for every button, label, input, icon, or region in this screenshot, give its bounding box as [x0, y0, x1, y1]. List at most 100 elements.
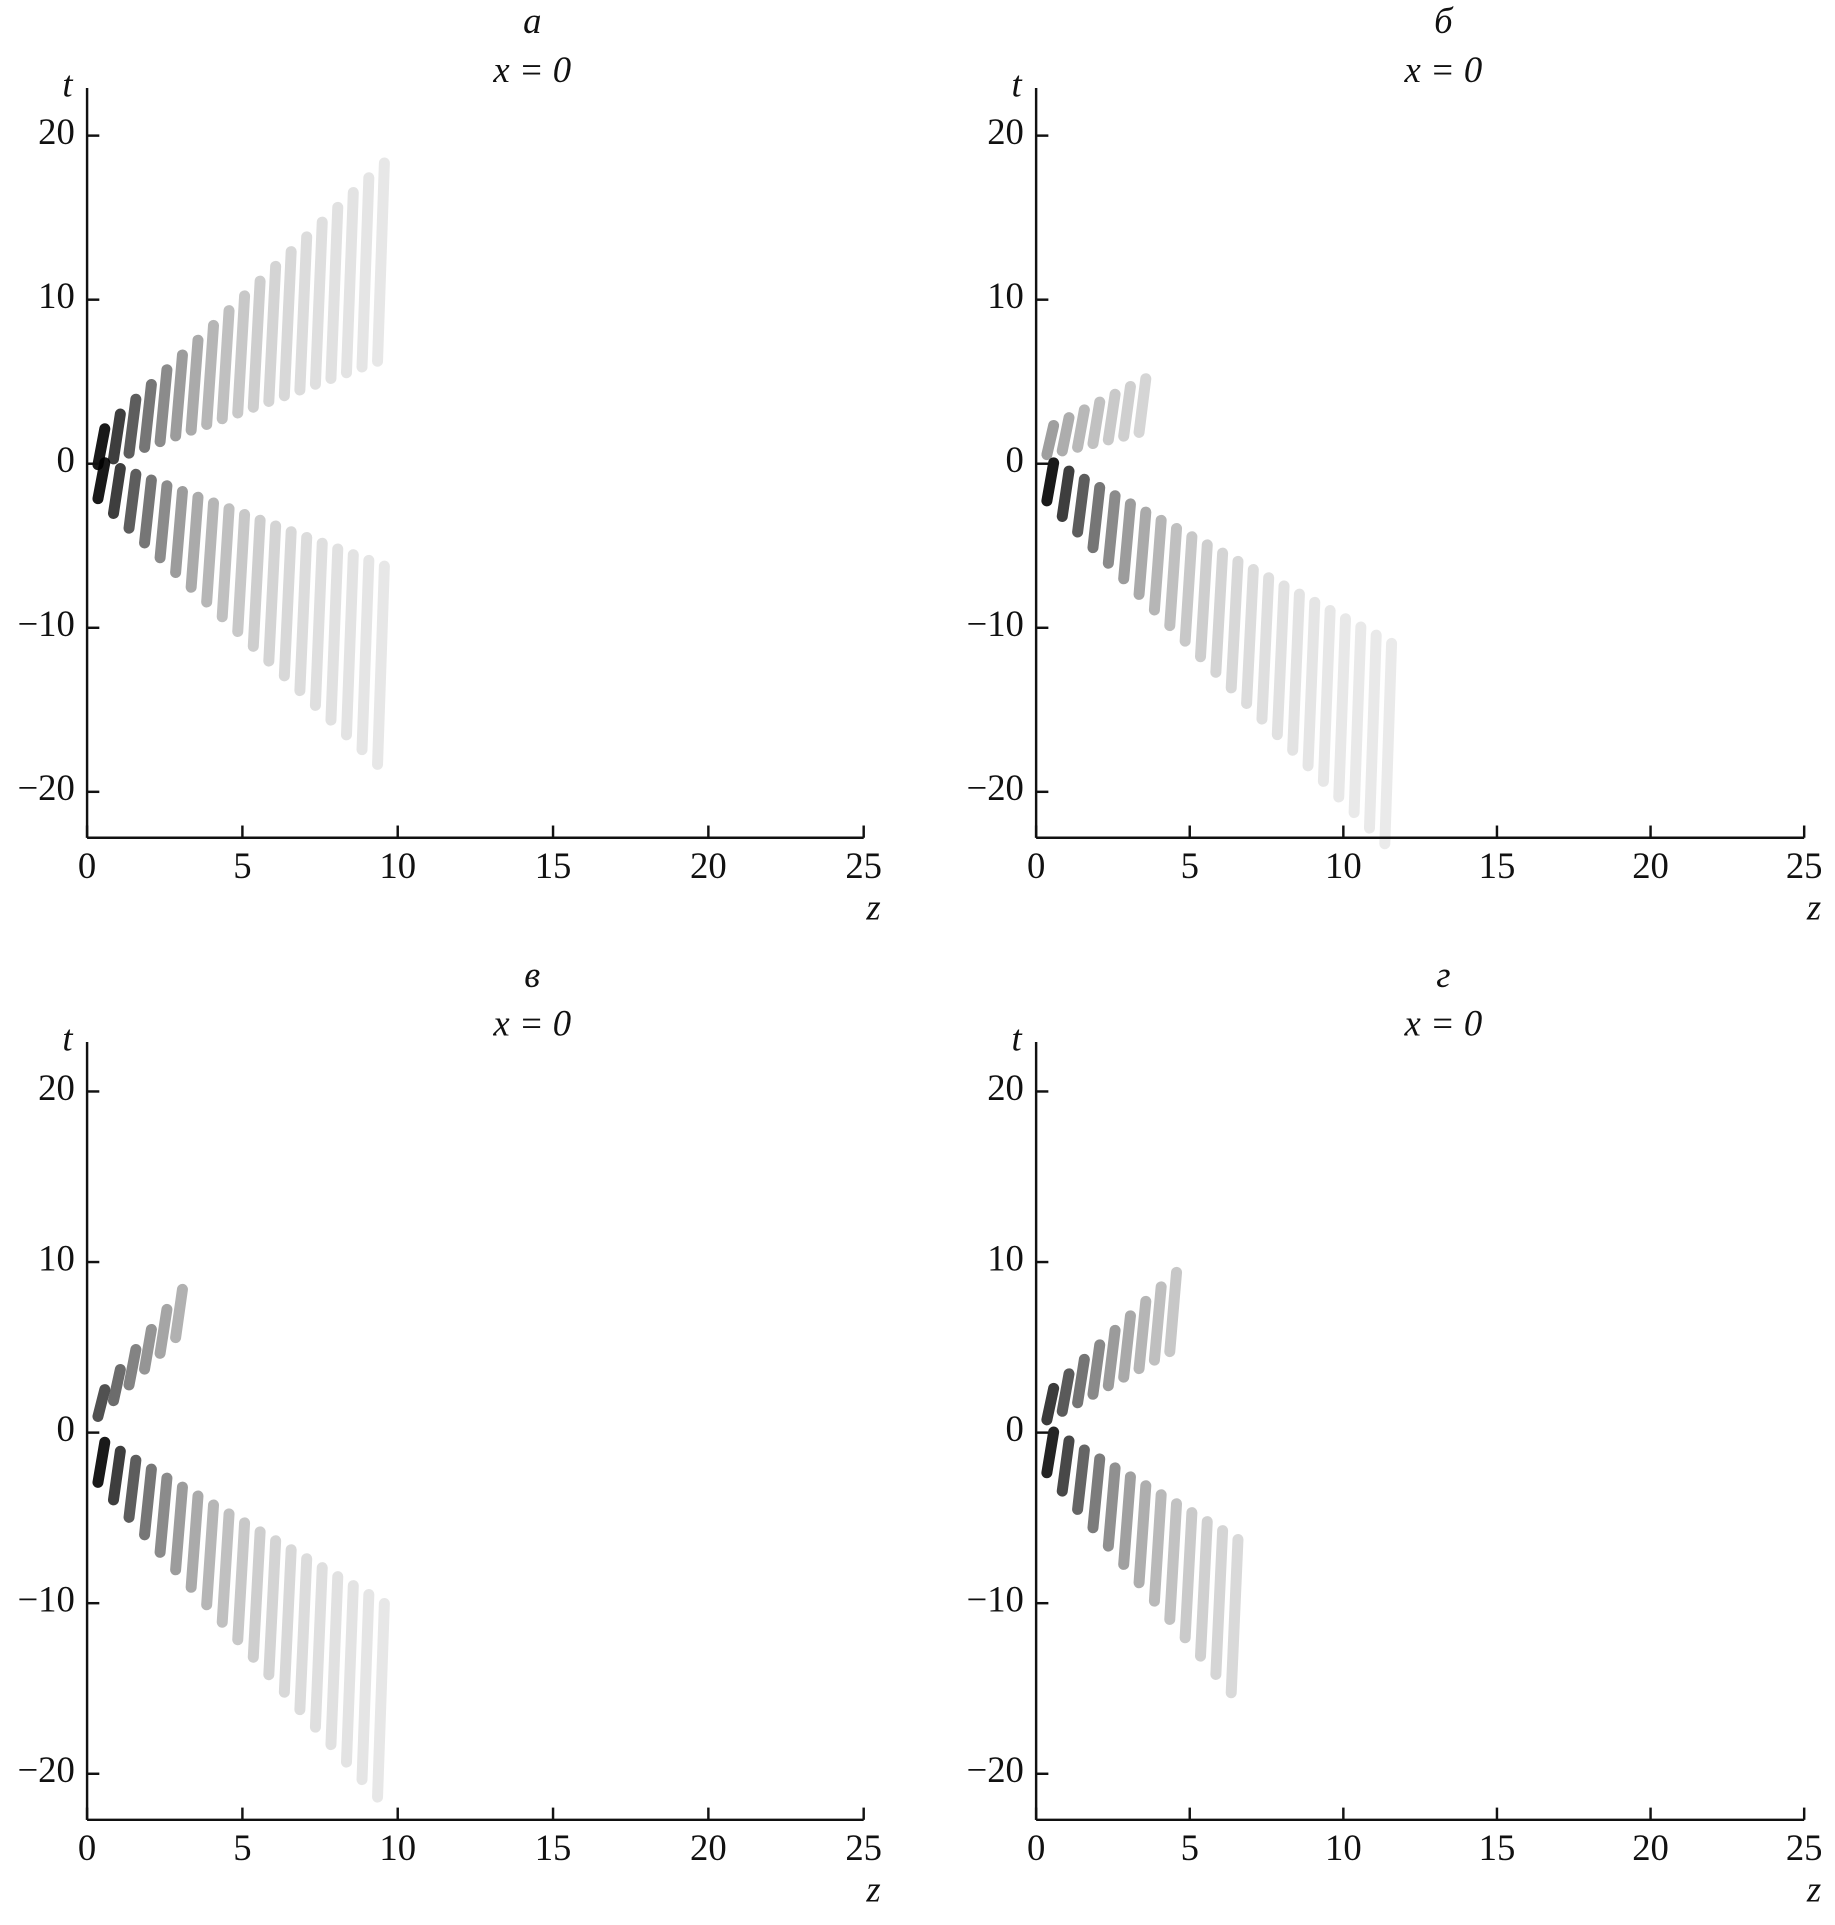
density-stripe — [216, 503, 235, 623]
density-stripe — [309, 216, 328, 390]
density-stripe — [170, 486, 188, 578]
density-stripe — [232, 1517, 251, 1646]
density-stripe — [1179, 531, 1198, 647]
density-stripe — [107, 1364, 126, 1407]
x-tick-label: 10 — [379, 845, 416, 886]
density-stripe — [92, 423, 111, 471]
density-stripe — [309, 1562, 328, 1733]
x-tick-label: 20 — [1632, 1827, 1669, 1868]
density-stripe — [1056, 1368, 1075, 1417]
x-tick-label: 25 — [845, 845, 882, 886]
density-stripe — [154, 1472, 173, 1558]
panel-title: а — [523, 0, 541, 41]
density-stripe — [232, 508, 251, 638]
panel-title: в — [524, 954, 540, 995]
density-stripe — [1133, 506, 1152, 600]
density-stripe — [232, 290, 251, 419]
density-stripe — [1118, 1471, 1136, 1570]
y-tick-label: 20 — [38, 111, 75, 152]
density-stripe — [263, 1535, 282, 1681]
density-stripe — [1348, 621, 1367, 819]
x-tick-label: 0 — [78, 1827, 96, 1868]
density-stripe — [294, 531, 313, 697]
density-stripe — [1379, 637, 1398, 850]
density-stripe — [216, 1508, 235, 1628]
y-tick-label: −20 — [967, 1749, 1024, 1790]
x-tick-label: 25 — [1786, 845, 1823, 886]
density-stripe — [1164, 1498, 1183, 1625]
density-stripe — [216, 305, 235, 425]
density-stripe — [1056, 1435, 1075, 1497]
x-tick-label: 15 — [535, 845, 572, 886]
density-stripe — [1363, 629, 1382, 834]
y-tick-label: 10 — [38, 1237, 75, 1278]
panel-subtitle: x = 0 — [492, 1003, 571, 1044]
density-stripe — [1118, 498, 1136, 585]
panel: 0 5 10 15 20 25 −20 −10 0 10 20 а x = 0 t z — [17, 0, 882, 928]
density-stripe — [247, 514, 266, 652]
density-stripe — [1271, 580, 1290, 741]
density-stripe — [1164, 1266, 1183, 1358]
y-tick-label: −10 — [17, 1579, 74, 1620]
density-stripe — [1056, 412, 1075, 457]
density-stripe — [325, 543, 344, 726]
density-stripe — [1225, 1534, 1244, 1699]
density-pattern — [1041, 1266, 1244, 1699]
panel-subtitle: x = 0 — [492, 49, 571, 90]
density-stripe — [1072, 404, 1090, 453]
density-stripe — [1133, 373, 1152, 438]
density-stripe — [247, 1526, 266, 1663]
panel-title: б — [1434, 0, 1454, 41]
density-stripe — [1194, 539, 1213, 663]
density-stripe — [356, 554, 375, 756]
density-stripe — [139, 1463, 157, 1541]
density-stripe — [185, 491, 204, 593]
x-axis-label: z — [1806, 887, 1821, 928]
density-stripe — [92, 457, 111, 505]
x-tick-label: 5 — [1181, 845, 1199, 886]
density-stripe — [309, 537, 328, 711]
density-stripe — [1287, 588, 1305, 756]
density-stripe — [1118, 380, 1136, 442]
y-tick-label: 10 — [987, 1237, 1024, 1278]
y-tick-label: −20 — [17, 767, 74, 808]
x-tick-label: 25 — [1786, 1827, 1823, 1868]
x-tick-label: 10 — [1325, 845, 1362, 886]
density-stripe — [107, 408, 126, 465]
panel-subtitle: x = 0 — [1404, 1003, 1483, 1044]
density-stripe — [201, 497, 220, 608]
density-stripe — [1102, 1462, 1121, 1552]
density-stripe — [372, 1597, 390, 1803]
density-stripe — [1210, 1525, 1229, 1680]
density-stripe — [1102, 490, 1121, 569]
x-tick-label: 15 — [535, 1827, 572, 1868]
y-tick-label: 20 — [38, 1067, 75, 1108]
density-stripe — [340, 549, 359, 741]
density-stripe — [170, 1481, 188, 1576]
density-stripe — [1041, 1382, 1060, 1426]
y-tick-label: 20 — [987, 1067, 1024, 1108]
y-tick-label: 0 — [1006, 1408, 1024, 1449]
density-stripe — [92, 1384, 111, 1422]
density-stripe — [154, 364, 173, 448]
density-stripe — [1256, 572, 1275, 725]
density-stripe — [325, 201, 344, 385]
density-pattern — [92, 1283, 390, 1803]
density-stripe — [123, 393, 142, 459]
density-stripe — [294, 1553, 313, 1716]
density-stripe — [123, 468, 142, 534]
density-stripe — [1241, 564, 1259, 709]
y-axis-label: t — [62, 63, 73, 104]
density-stripe — [1164, 523, 1183, 632]
density-stripe — [123, 1454, 142, 1523]
x-tick-label: 15 — [1479, 845, 1516, 886]
density-stripe — [1056, 465, 1075, 522]
density-stripe — [278, 526, 297, 682]
density-stripe — [340, 187, 359, 379]
density-stripe — [372, 157, 390, 367]
density-stripe — [139, 378, 157, 453]
density-stripe — [1072, 1353, 1090, 1409]
density-stripe — [356, 172, 375, 373]
density-stripe — [1118, 1310, 1136, 1383]
panel: 0 5 10 15 20 25 −20 −10 0 10 20 г x = 0 t z — [967, 954, 1823, 1910]
